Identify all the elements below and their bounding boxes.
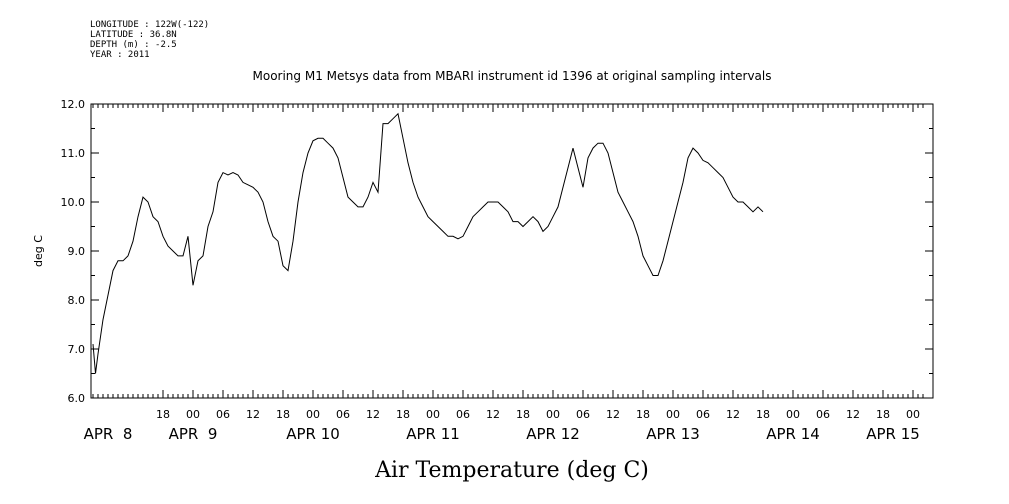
x-day-label: APR 13 xyxy=(646,425,700,443)
x-tick-label: 00 xyxy=(906,408,920,421)
latitude-text: LATITUDE : 36.8N xyxy=(90,30,177,40)
y-axis-label: deg C xyxy=(32,235,45,267)
y-tick-label: 6.0 xyxy=(68,392,86,405)
chart-title: Mooring M1 Metsys data from MBARI instru… xyxy=(253,69,772,83)
x-tick-label: 18 xyxy=(156,408,170,421)
x-tick-label: 18 xyxy=(876,408,890,421)
x-tick-label: 18 xyxy=(636,408,650,421)
x-day-label: APR 12 xyxy=(526,425,580,443)
x-tick-label: 18 xyxy=(516,408,530,421)
x-day-label: APR 10 xyxy=(286,425,340,443)
x-tick-label: 06 xyxy=(216,408,230,421)
x-tick-label: 06 xyxy=(696,408,710,421)
y-tick-label: 12.0 xyxy=(61,98,86,111)
x-day-label: APR 8 xyxy=(84,425,133,443)
y-tick-label: 7.0 xyxy=(68,343,86,356)
x-tick-label: 06 xyxy=(336,408,350,421)
x-tick-label: 18 xyxy=(756,408,770,421)
x-day-label: APR 14 xyxy=(766,425,820,443)
x-tick-label: 00 xyxy=(306,408,320,421)
x-tick-label: 12 xyxy=(246,408,260,421)
x-day-label: APR 15 xyxy=(866,425,920,443)
x-tick-label: 00 xyxy=(426,408,440,421)
x-tick-label: 18 xyxy=(276,408,290,421)
x-day-label: APR 9 xyxy=(169,425,218,443)
day-labels: APR 8 APR 9 APR 10 APR 11 APR 12 APR 13 APR 14… xyxy=(84,425,920,443)
plot-frame xyxy=(90,103,934,399)
metadata-block: LONGITUDE : 122W(-122) LATITUDE : 36.8N … xyxy=(90,20,209,60)
depth-text: DEPTH (m) : -2.5 xyxy=(90,40,177,50)
series-line xyxy=(92,112,764,374)
x-tick-label: 06 xyxy=(456,408,470,421)
x-tick-label: 00 xyxy=(546,408,560,421)
y-tick-labels: 6.0 7.0 8.0 9.0 10.0 11.0 12.0 xyxy=(61,98,86,405)
x-tick-label: 00 xyxy=(666,408,680,421)
tick-marks xyxy=(91,103,933,399)
x-tick-label: 00 xyxy=(186,408,200,421)
y-tick-label: 8.0 xyxy=(68,294,86,307)
x-tick-label: 12 xyxy=(486,408,500,421)
x-day-label: APR 11 xyxy=(406,425,460,443)
longitude-text: LONGITUDE : 122W(-122) xyxy=(90,20,210,30)
x-tick-label: 12 xyxy=(606,408,620,421)
year-text: YEAR : 2011 xyxy=(90,50,150,60)
y-tick-label: 9.0 xyxy=(68,245,86,258)
x-axis-label: Air Temperature (deg C) xyxy=(374,458,649,483)
x-tick-label: 18 xyxy=(396,408,410,421)
x-tick-label: 12 xyxy=(366,408,380,421)
x-tick-label: 06 xyxy=(816,408,830,421)
y-tick-label: 11.0 xyxy=(61,147,86,160)
x-tick-label: 06 xyxy=(576,408,590,421)
y-tick-label: 10.0 xyxy=(61,196,86,209)
x-tick-label: 00 xyxy=(786,408,800,421)
x-tick-label: 12 xyxy=(726,408,740,421)
x-tick-label: 12 xyxy=(846,408,860,421)
x-tick-labels: 18 00 06 12 18 00 06 12 18 00 06 12 18 00 06 12 18 00 06 12… xyxy=(156,408,920,421)
